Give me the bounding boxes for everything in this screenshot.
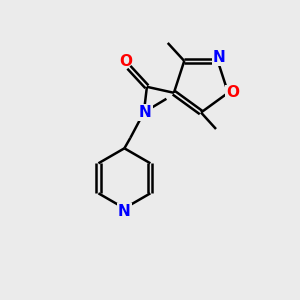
Text: O: O [119, 54, 132, 69]
Text: N: N [118, 204, 131, 219]
Text: N: N [139, 105, 152, 120]
Text: O: O [226, 85, 239, 100]
Text: N: N [213, 50, 226, 65]
